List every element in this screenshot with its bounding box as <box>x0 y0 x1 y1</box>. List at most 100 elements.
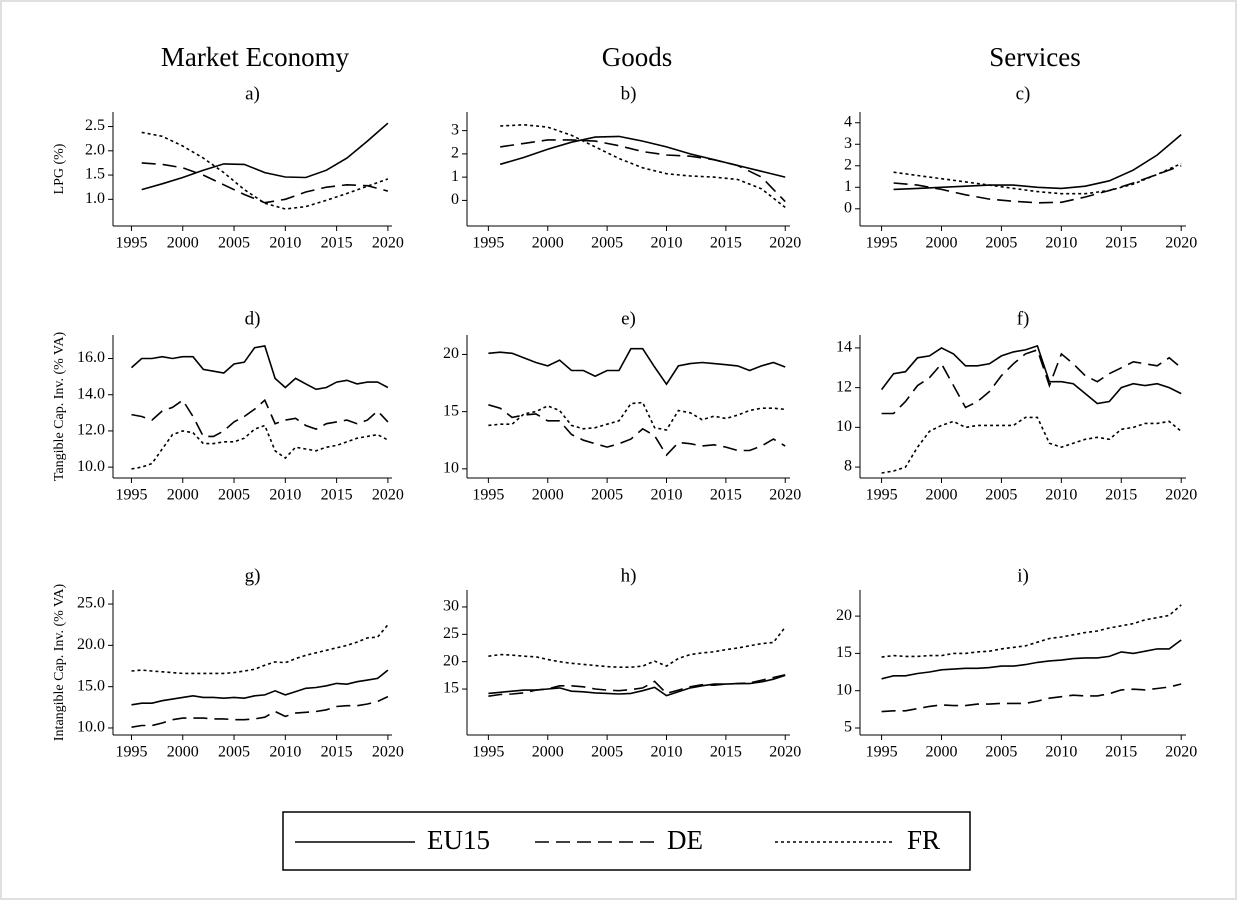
x-tick-label: 2020 <box>1165 487 1197 504</box>
x-tick-label: 1995 <box>866 487 898 504</box>
y-tick-label: 1 <box>844 178 852 195</box>
chart-title: f) <box>1017 308 1030 329</box>
y-tick-label: 2.5 <box>85 117 105 134</box>
series-line <box>131 398 389 438</box>
x-tick-label: 2010 <box>1045 235 1077 252</box>
y-axis-label: Tangible Cap. Inv. (% VA) <box>52 332 67 482</box>
series-line <box>881 416 1182 474</box>
x-tick-label: 2015 <box>710 235 742 252</box>
series-line <box>131 624 389 675</box>
y-tick-label: 3 <box>844 135 852 152</box>
chart-title: h) <box>621 565 637 586</box>
y-tick-label: 10.0 <box>77 458 105 475</box>
x-tick-label: 1995 <box>115 235 147 252</box>
y-tick-label: 20 <box>443 345 459 362</box>
x-tick-label: 2005 <box>218 235 250 252</box>
series-line <box>141 162 389 204</box>
x-tick-label: 2010 <box>269 487 301 504</box>
chart-title: a) <box>245 83 260 104</box>
series-line <box>500 123 786 209</box>
legend-label: FR <box>907 825 940 855</box>
y-tick-label: 14 <box>836 339 852 356</box>
chart-title: e) <box>621 308 636 329</box>
x-tick-label: 2020 <box>769 235 801 252</box>
x-tick-label: 2010 <box>651 235 683 252</box>
y-tick-label: 10 <box>443 460 459 477</box>
x-tick-label: 2020 <box>769 487 801 504</box>
y-tick-label: 10 <box>836 681 852 698</box>
y-tick-label: 1 <box>451 168 459 185</box>
y-tick-label: 0 <box>451 191 459 208</box>
y-axis-label: Intangible Cap. Inv. (% VA) <box>52 584 67 742</box>
x-tick-label: 2020 <box>372 487 404 504</box>
x-tick-label: 2015 <box>710 744 742 761</box>
series-line <box>893 162 1182 195</box>
x-tick-label: 2020 <box>372 744 404 761</box>
x-tick-label: 2005 <box>985 744 1017 761</box>
chart-title: g) <box>245 565 261 586</box>
y-tick-label: 15 <box>836 644 852 661</box>
x-tick-label: 1995 <box>866 744 898 761</box>
chart-title: c) <box>1016 83 1031 104</box>
y-tick-label: 12 <box>836 378 852 395</box>
y-tick-label: 4 <box>844 113 852 130</box>
x-tick-label: 1995 <box>472 744 504 761</box>
y-tick-label: 25.0 <box>77 595 105 612</box>
x-tick-label: 2015 <box>321 235 353 252</box>
series-line <box>131 424 389 470</box>
x-tick-label: 2005 <box>591 235 623 252</box>
x-tick-label: 2005 <box>218 487 250 504</box>
x-tick-label: 2010 <box>269 235 301 252</box>
y-axis-label: LPG (%) <box>52 143 67 194</box>
y-tick-label: 0 <box>844 199 852 216</box>
x-tick-label: 2000 <box>167 487 199 504</box>
y-tick-label: 2 <box>451 145 459 162</box>
x-tick-label: 1995 <box>115 487 147 504</box>
y-tick-label: 2.0 <box>85 141 105 158</box>
series-line <box>500 139 786 203</box>
series-line <box>141 131 389 210</box>
x-tick-label: 1995 <box>472 235 504 252</box>
x-tick-label: 2015 <box>710 487 742 504</box>
y-tick-label: 15.0 <box>77 677 105 694</box>
series-line <box>130 344 389 391</box>
chart-title: i) <box>1017 565 1029 586</box>
x-tick-label: 2015 <box>321 744 353 761</box>
y-tick-label: 1.5 <box>85 166 105 183</box>
y-tick-label: 10 <box>836 418 852 435</box>
x-tick-label: 2000 <box>926 487 958 504</box>
column-title: Goods <box>602 42 673 72</box>
x-tick-label: 2010 <box>269 744 301 761</box>
x-tick-label: 2000 <box>532 487 564 504</box>
x-tick-label: 2005 <box>985 235 1017 252</box>
column-title: Services <box>989 42 1080 72</box>
series-line <box>881 348 1182 415</box>
series-line <box>488 674 786 697</box>
legend-label: DE <box>667 825 703 855</box>
x-tick-label: 2000 <box>532 744 564 761</box>
x-tick-label: 2020 <box>372 235 404 252</box>
x-tick-label: 2000 <box>167 235 199 252</box>
y-tick-label: 20 <box>836 607 852 624</box>
x-tick-label: 1995 <box>472 487 504 504</box>
x-tick-label: 2015 <box>321 487 353 504</box>
x-tick-label: 2010 <box>651 487 683 504</box>
x-tick-label: 2015 <box>1105 235 1137 252</box>
y-tick-label: 2 <box>844 156 852 173</box>
series-line <box>488 401 786 431</box>
legend-label: EU15 <box>427 825 490 855</box>
x-tick-label: 2000 <box>926 235 958 252</box>
x-tick-label: 2005 <box>591 744 623 761</box>
y-tick-label: 15 <box>443 402 459 419</box>
x-tick-label: 2020 <box>1165 235 1197 252</box>
series-line <box>131 669 389 706</box>
series-line <box>881 683 1182 713</box>
x-tick-label: 2005 <box>591 487 623 504</box>
y-tick-label: 1.0 <box>85 190 105 207</box>
y-tick-label: 3 <box>451 121 459 138</box>
series-line <box>881 604 1182 658</box>
y-tick-label: 5 <box>844 719 852 736</box>
x-tick-label: 2000 <box>167 744 199 761</box>
